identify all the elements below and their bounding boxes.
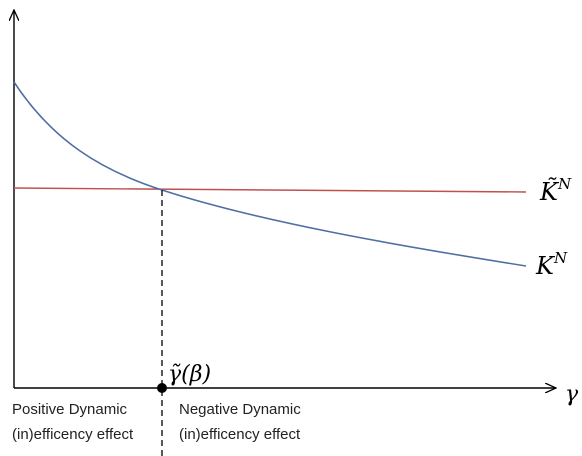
flat-curve-line bbox=[13, 187, 527, 193]
left-region-line1: Positive Dynamic bbox=[12, 401, 128, 418]
x-axis-label: γ bbox=[565, 382, 579, 407]
decreasing-curve-line bbox=[13, 81, 527, 267]
right-region-line2: (in)efficency effect bbox=[179, 426, 301, 443]
threshold-label: γ̃(β) bbox=[168, 362, 211, 387]
threshold-marker bbox=[157, 383, 167, 393]
decreasing-curve-label: KN bbox=[535, 249, 568, 280]
right-region-line1: Negative Dynamic bbox=[179, 401, 301, 418]
flat-curve-label: K̃N bbox=[539, 175, 572, 206]
left-region-line2: (in)efficency effect bbox=[12, 426, 134, 443]
